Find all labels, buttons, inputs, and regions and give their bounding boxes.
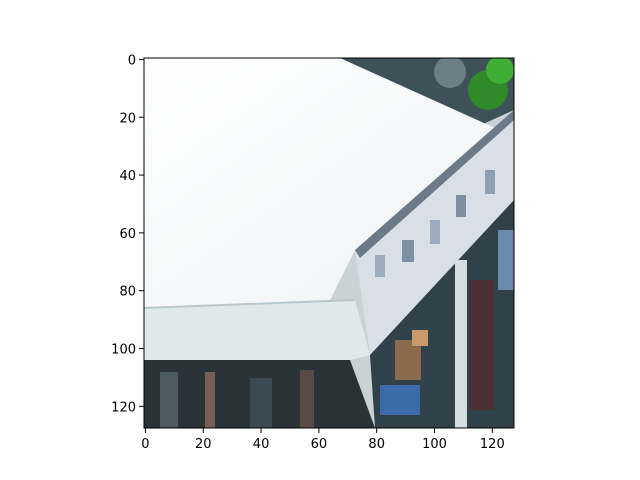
x-tick-label: 80: [368, 437, 385, 452]
x-tick-label: 40: [253, 437, 270, 452]
tent-canopy-roof: [144, 58, 495, 308]
image-frame: [143, 57, 515, 429]
image-content: [144, 58, 514, 428]
y-tick-label: 100: [111, 343, 136, 358]
y-tick-label: 120: [111, 400, 136, 415]
x-tick-label: 100: [422, 437, 447, 452]
x-axis: 0 20 40 60 80 100 120: [141, 428, 505, 452]
background-top-right: [340, 58, 514, 130]
y-axis: 0 20 40 60 80 100 120: [111, 53, 144, 415]
x-tick-label: 60: [311, 437, 328, 452]
y-tick-label: 0: [128, 53, 136, 68]
y-tick-label: 60: [119, 227, 136, 242]
x-tick-label: 120: [480, 437, 505, 452]
tent-valance: [144, 300, 370, 360]
x-tick-label: 20: [195, 437, 212, 452]
y-tick-label: 80: [119, 285, 136, 300]
x-tick-label: 0: [141, 437, 149, 452]
y-tick-label: 40: [119, 169, 136, 184]
y-tick-label: 20: [119, 111, 136, 126]
